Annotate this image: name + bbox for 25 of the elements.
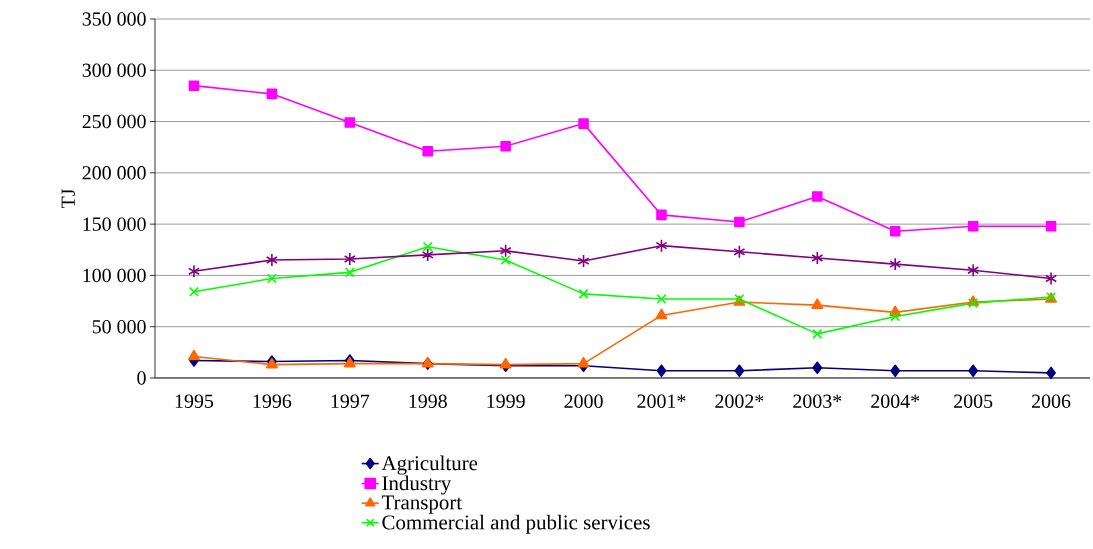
x-tick-label: 1998 xyxy=(409,394,447,408)
x-tick-label: 2005 xyxy=(954,394,993,408)
x-tick-label: 2001* xyxy=(637,394,686,408)
y-tick-label: 50 000 xyxy=(92,319,146,334)
y-tick-label: 200 000 xyxy=(82,166,146,180)
x-tick-label: 1999 xyxy=(487,394,525,408)
x-tick-label: 2002* xyxy=(715,394,764,408)
x-tick-label: 2000 xyxy=(564,394,603,408)
x-tick-label: 2006 xyxy=(1032,394,1071,408)
x-tick-label: 2003* xyxy=(793,394,842,408)
y-tick-label: 0 xyxy=(137,371,146,385)
y-tick-label: 150 000 xyxy=(83,217,146,231)
x-tick-label: 1996 xyxy=(253,394,292,408)
legend-label: Commercial and public services xyxy=(382,514,650,534)
x-tick-label: 1995 xyxy=(175,394,214,408)
y-tick-label: 350 000 xyxy=(82,12,146,26)
legend-label: Transport xyxy=(381,495,462,514)
y-axis-title: TJ xyxy=(61,188,75,209)
legend-label: Agriculture xyxy=(381,455,478,475)
y-tick-label: 100 000 xyxy=(83,268,146,283)
y-tick-label: 300 000 xyxy=(82,63,146,77)
x-tick-label: 2004* xyxy=(871,394,920,408)
legend-label: Industry xyxy=(382,475,452,495)
x-tick-label: 1997 xyxy=(331,394,370,408)
y-tick-label: 250 000 xyxy=(82,114,146,129)
